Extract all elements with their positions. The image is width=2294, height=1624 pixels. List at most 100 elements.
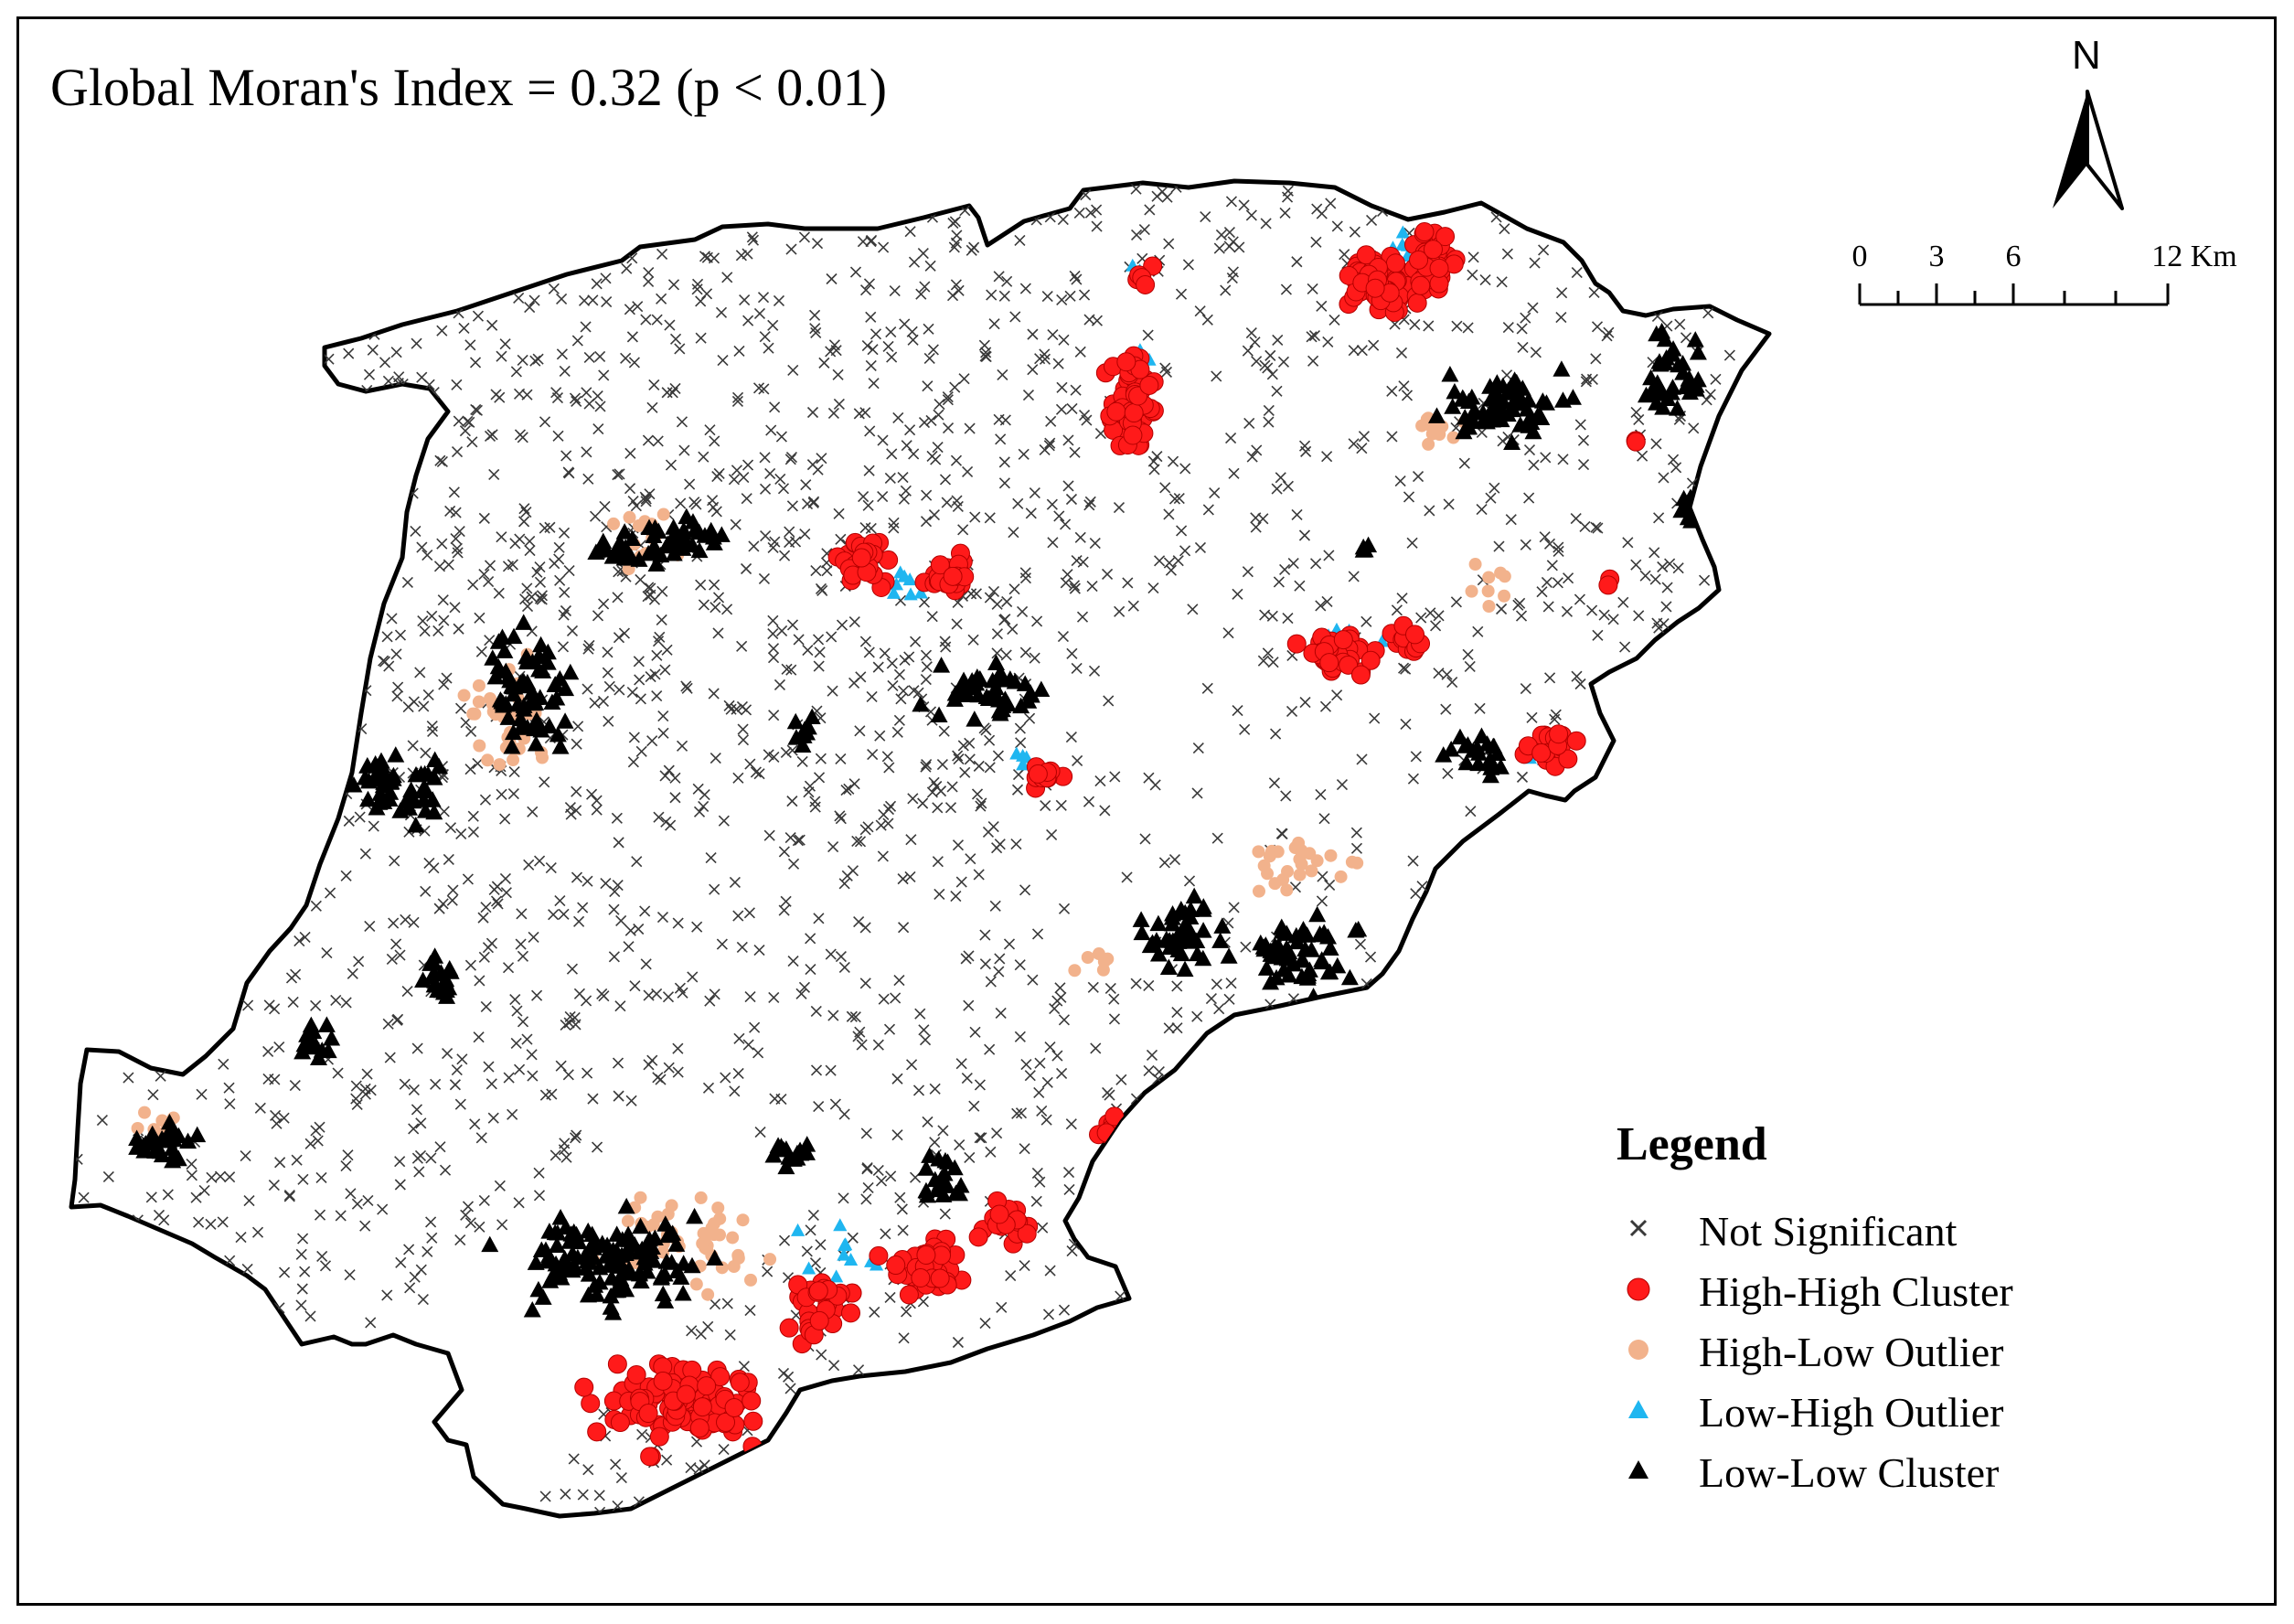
high-high-point (1405, 625, 1425, 645)
not-significant-point (723, 700, 735, 711)
not-significant-point (467, 579, 479, 591)
not-significant-point (1171, 1022, 1183, 1034)
not-significant-point (571, 1129, 582, 1141)
not-significant-point (991, 1127, 1003, 1139)
not-significant-point (1081, 414, 1093, 426)
not-significant-point (1046, 498, 1058, 510)
not-significant-point (780, 746, 792, 759)
not-significant-point (765, 424, 777, 436)
not-significant-point (985, 976, 997, 988)
not-significant-point (859, 522, 871, 534)
not-significant-point (615, 914, 627, 926)
not-significant-point (558, 527, 571, 539)
not-significant-point (283, 1191, 295, 1202)
low-low-point (1160, 932, 1179, 948)
not-significant-point (531, 989, 543, 1001)
low-high-point (802, 1261, 816, 1275)
low-high-point (829, 1269, 844, 1283)
not-significant-point (1182, 259, 1194, 271)
not-significant-point (889, 284, 901, 297)
high-high-point (1429, 258, 1449, 278)
not-significant-point (186, 1158, 197, 1170)
not-significant-point (912, 687, 924, 699)
low-low-point (1687, 380, 1705, 397)
not-significant-point (960, 953, 972, 965)
low-low-point (950, 1184, 968, 1202)
not-significant-point (354, 811, 366, 823)
not-significant-point (932, 802, 944, 814)
low-low-point (991, 664, 1009, 680)
not-significant-point (881, 751, 893, 763)
not-significant-point (998, 477, 1010, 489)
not-significant-point (874, 730, 886, 742)
not-significant-point (778, 846, 790, 858)
high-high-point (916, 1245, 936, 1266)
not-significant-point (475, 646, 487, 657)
not-significant-point (884, 800, 897, 812)
not-significant-point (938, 725, 950, 737)
low-low-point (1689, 343, 1707, 360)
not-significant-point (293, 935, 305, 947)
not-significant-point (454, 702, 467, 714)
not-significant-point (198, 1184, 210, 1196)
not-significant-point (582, 683, 593, 695)
not-significant-point (877, 850, 889, 862)
not-significant-point (426, 610, 438, 622)
not-significant-point (1546, 560, 1558, 572)
low-high-point (833, 1218, 848, 1232)
low-low-point (546, 1223, 564, 1241)
legend-high-low-circle-icon (1628, 1340, 1648, 1360)
not-significant-point (680, 680, 692, 692)
not-significant-point (785, 451, 798, 464)
not-significant-point (1029, 652, 1040, 664)
not-significant-point (524, 301, 536, 314)
low-low-point (543, 693, 561, 710)
not-significant-point (240, 1149, 251, 1162)
not-significant-point (1036, 1105, 1048, 1117)
not-significant-point (917, 797, 929, 809)
not-significant-point (448, 486, 460, 498)
not-significant-point (1653, 512, 1665, 524)
not-significant-point (920, 761, 932, 773)
not-significant-point (1159, 362, 1171, 374)
not-significant-point (359, 1220, 371, 1232)
low-low-point (160, 1125, 178, 1142)
not-significant-point (1008, 583, 1020, 595)
not-significant-point (1400, 718, 1412, 730)
not-significant-point (361, 1068, 373, 1080)
not-significant-point (465, 725, 477, 738)
not-significant-point (921, 661, 933, 673)
low-low-point (1321, 963, 1339, 980)
not-significant-point (645, 671, 656, 683)
not-significant-point (854, 725, 866, 737)
high-low-point (472, 678, 485, 692)
not-significant-point (578, 294, 591, 306)
not-significant-point (904, 871, 916, 882)
legend-item-low-high: Low-High Outlier (1699, 1389, 2004, 1436)
not-significant-point (989, 900, 1001, 912)
low-low-point (1194, 922, 1212, 938)
not-significant-point (297, 1233, 309, 1245)
not-significant-point (693, 806, 706, 817)
not-significant-point (162, 1189, 174, 1201)
low-low-point (422, 968, 441, 985)
not-significant-point (344, 1269, 356, 1281)
not-significant-point (747, 234, 760, 246)
not-significant-point (1001, 595, 1013, 608)
low-low-point (665, 518, 683, 535)
not-significant-point (890, 992, 902, 1004)
low-low-point (1679, 508, 1697, 526)
scale-label-3: 3 (1928, 240, 1945, 273)
not-significant-point (651, 690, 663, 702)
not-significant-point (1201, 314, 1213, 326)
not-significant-point (784, 454, 796, 465)
high-low-point (1263, 849, 1276, 863)
not-significant-point (1246, 451, 1258, 463)
not-significant-point (859, 978, 871, 989)
not-significant-point (1488, 482, 1500, 494)
high-high-point (743, 1411, 763, 1431)
not-significant-point (571, 738, 582, 750)
not-significant-point (571, 395, 582, 408)
not-significant-point (1238, 199, 1250, 211)
